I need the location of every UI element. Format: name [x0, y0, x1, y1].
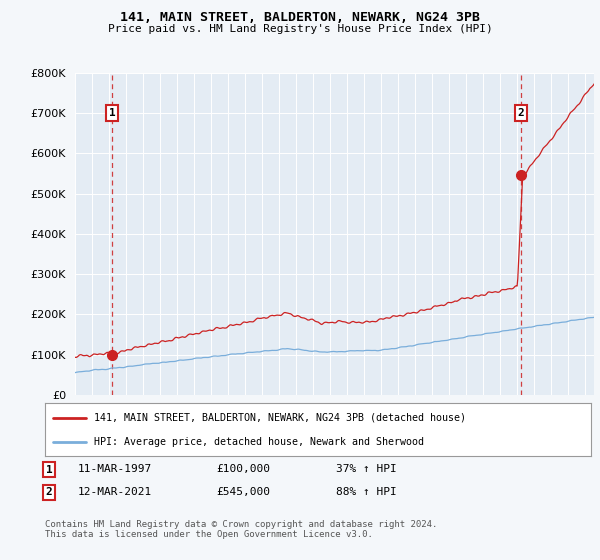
Text: Contains HM Land Registry data © Crown copyright and database right 2024.
This d: Contains HM Land Registry data © Crown c…	[45, 520, 437, 539]
Text: 141, MAIN STREET, BALDERTON, NEWARK, NG24 3PB: 141, MAIN STREET, BALDERTON, NEWARK, NG2…	[120, 11, 480, 24]
Text: 11-MAR-1997: 11-MAR-1997	[78, 464, 152, 474]
Text: 141, MAIN STREET, BALDERTON, NEWARK, NG24 3PB (detached house): 141, MAIN STREET, BALDERTON, NEWARK, NG2…	[94, 413, 466, 423]
Text: HPI: Average price, detached house, Newark and Sherwood: HPI: Average price, detached house, Newa…	[94, 437, 424, 447]
Text: 12-MAR-2021: 12-MAR-2021	[78, 487, 152, 497]
Text: 1: 1	[46, 465, 53, 475]
Text: 88% ↑ HPI: 88% ↑ HPI	[336, 487, 397, 497]
Text: 2: 2	[46, 487, 53, 497]
Text: Price paid vs. HM Land Registry's House Price Index (HPI): Price paid vs. HM Land Registry's House …	[107, 24, 493, 34]
Text: 37% ↑ HPI: 37% ↑ HPI	[336, 464, 397, 474]
Text: £545,000: £545,000	[216, 487, 270, 497]
Text: 2: 2	[517, 108, 524, 118]
Text: £100,000: £100,000	[216, 464, 270, 474]
Text: 1: 1	[109, 108, 116, 118]
